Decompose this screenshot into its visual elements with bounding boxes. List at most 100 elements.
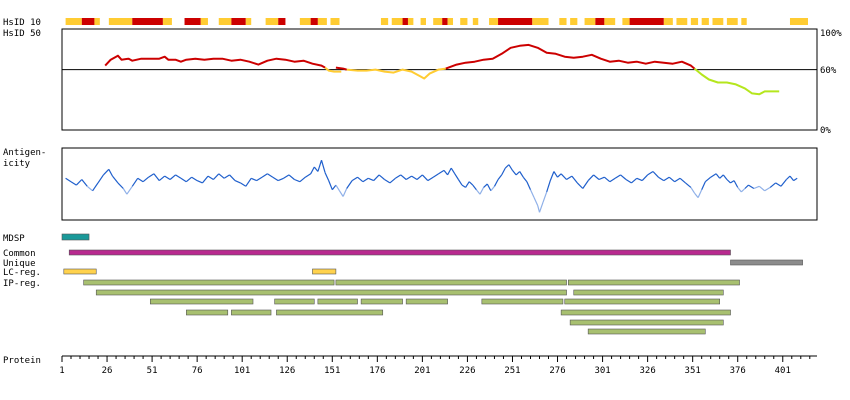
antigenicity-segment-118 xyxy=(620,174,627,180)
antigenicity-segment-66 xyxy=(400,174,407,180)
ip-reg-bar-4-0 xyxy=(569,319,724,326)
antigenicity-segment-16 xyxy=(148,173,155,178)
antigenicity-segment-3 xyxy=(81,179,88,187)
hsid10-segment-17 xyxy=(380,18,389,25)
antigenicity-segment-52 xyxy=(331,184,337,191)
hsid10-track xyxy=(65,18,808,25)
hsid10-segment-9 xyxy=(231,18,246,25)
antigenicity-segment-82 xyxy=(472,184,477,191)
antigenicity-segment-87 xyxy=(490,185,495,192)
antigenicity-segment-142 xyxy=(733,180,739,188)
hsid10-segment-24 xyxy=(447,18,454,25)
antigenicity-segment-86 xyxy=(486,183,492,192)
antigenicity-segment-55 xyxy=(342,188,348,197)
common-label: Common xyxy=(3,249,36,259)
hsid10-segment-16 xyxy=(330,18,340,25)
antigenicity-segment-146 xyxy=(748,184,755,190)
protein-tick-label-15: 376 xyxy=(730,366,746,376)
hsid10-segment-3 xyxy=(108,18,133,25)
protein-tick-label-8: 201 xyxy=(414,366,430,376)
hsid50-ytick-100: 100% xyxy=(820,29,842,39)
hsid10-segment-27 xyxy=(489,18,499,25)
antigenicity-segment-111 xyxy=(582,180,589,189)
antigenicity-segment-47 xyxy=(313,166,319,172)
antigenicity-segment-67 xyxy=(405,175,412,181)
antigenicity-segment-29 xyxy=(218,173,225,179)
antigenicity-segment-114 xyxy=(598,176,605,181)
antigenicity-segment-84 xyxy=(479,187,485,195)
antigenicity-segment-155 xyxy=(793,177,798,182)
hsid50-series-2 xyxy=(335,66,347,71)
antigenicity-segment-63 xyxy=(384,178,391,184)
antigenicity-frame xyxy=(61,147,818,221)
hsid50-series-3 xyxy=(346,67,446,80)
protein-tick-label-10: 251 xyxy=(504,366,520,376)
antigenicity-segment-124 xyxy=(652,171,659,178)
antigenicity-segment-137 xyxy=(715,173,721,179)
hsid10-segment-21 xyxy=(420,18,426,25)
antigenicity-segment-30 xyxy=(223,174,230,179)
antigenicity-segment-60 xyxy=(368,177,374,182)
protein-tick-label-11: 276 xyxy=(549,366,565,376)
antigenicity-segment-28 xyxy=(212,173,220,180)
antigenicity-segment-59 xyxy=(362,177,369,183)
ip-reg-bar-3-2 xyxy=(276,309,384,316)
antigenicity-segment-45 xyxy=(304,173,312,178)
protein-tick-label-1: 26 xyxy=(102,366,113,376)
antigenicity-segment-14 xyxy=(137,177,144,183)
antigenicity-segment-81 xyxy=(468,181,474,186)
antigenicity-segment-35 xyxy=(250,177,257,182)
ip-reg-bar-2-2 xyxy=(317,298,358,305)
antigenicity-segment-31 xyxy=(229,174,236,182)
antigenicity-segment-41 xyxy=(283,174,290,179)
antigenicity-segment-103 xyxy=(546,180,551,193)
hsid50-series-1 xyxy=(324,66,342,73)
antigenicity-segment-20 xyxy=(169,174,176,180)
antigenicity-segment-53 xyxy=(335,184,341,192)
hsid10-segment-18 xyxy=(391,18,403,25)
antigenicity-segment-95 xyxy=(519,171,524,178)
hsid10-segment-14 xyxy=(310,18,318,25)
antigenicity-segment-21 xyxy=(175,174,182,179)
ip-reg-bar-3-0 xyxy=(186,309,229,316)
hsid10-segment-44 xyxy=(789,18,808,25)
antigenicity-segment-42 xyxy=(288,174,295,180)
hsid50-series-4 xyxy=(445,43,696,70)
antigenicity-segment-22 xyxy=(180,177,187,183)
protein-tick-label-7: 176 xyxy=(369,366,385,376)
antigenicity-segment-88 xyxy=(493,179,499,187)
feature-bars xyxy=(61,233,803,335)
ip-reg-bar-2-5 xyxy=(481,298,564,305)
antigenicity-segment-145 xyxy=(744,184,749,189)
antigenicity-segment-54 xyxy=(338,190,344,197)
protein-tick-label-9: 226 xyxy=(459,366,475,376)
hsid10-segment-0 xyxy=(65,18,82,25)
antigenicity-segment-11 xyxy=(122,188,128,195)
antigenicity-segment-153 xyxy=(785,175,791,180)
antigenicity-segment-127 xyxy=(668,176,675,183)
hsid10-segment-12 xyxy=(278,18,286,25)
hsid10-segment-2 xyxy=(94,18,100,25)
ip-reg-bar-2-4 xyxy=(405,298,448,305)
hsid10-segment-37 xyxy=(663,18,673,25)
hsid10-segment-33 xyxy=(595,18,605,25)
ip-reg-bar-2-1 xyxy=(274,298,315,305)
antigenicity-segment-90 xyxy=(501,167,506,176)
antigenicity-segment-93 xyxy=(512,170,517,176)
ip-reg-bar-3-3 xyxy=(560,309,731,316)
antigenicity-segment-51 xyxy=(328,180,333,190)
ip-reg-bar-0-0 xyxy=(83,279,335,286)
ip-reg-bar-5-0 xyxy=(587,328,706,335)
antigenicity-segment-116 xyxy=(609,177,616,183)
antigenicity-segment-58 xyxy=(357,176,364,183)
antigenicity-segment-7 xyxy=(102,168,110,176)
ip-reg-bar-1-0 xyxy=(95,289,567,296)
protein-tick-label-16: 401 xyxy=(775,366,791,376)
antigenicity-segment-13 xyxy=(131,177,139,187)
hsid10-segment-20 xyxy=(407,18,414,25)
lc-reg-bar-1 xyxy=(312,268,337,275)
antigenicity-segment-25 xyxy=(196,180,203,184)
ip-reg-bar-1-1 xyxy=(573,289,724,296)
hsid10-segment-15 xyxy=(317,18,327,25)
antigenicity-segment-100 xyxy=(537,205,541,213)
